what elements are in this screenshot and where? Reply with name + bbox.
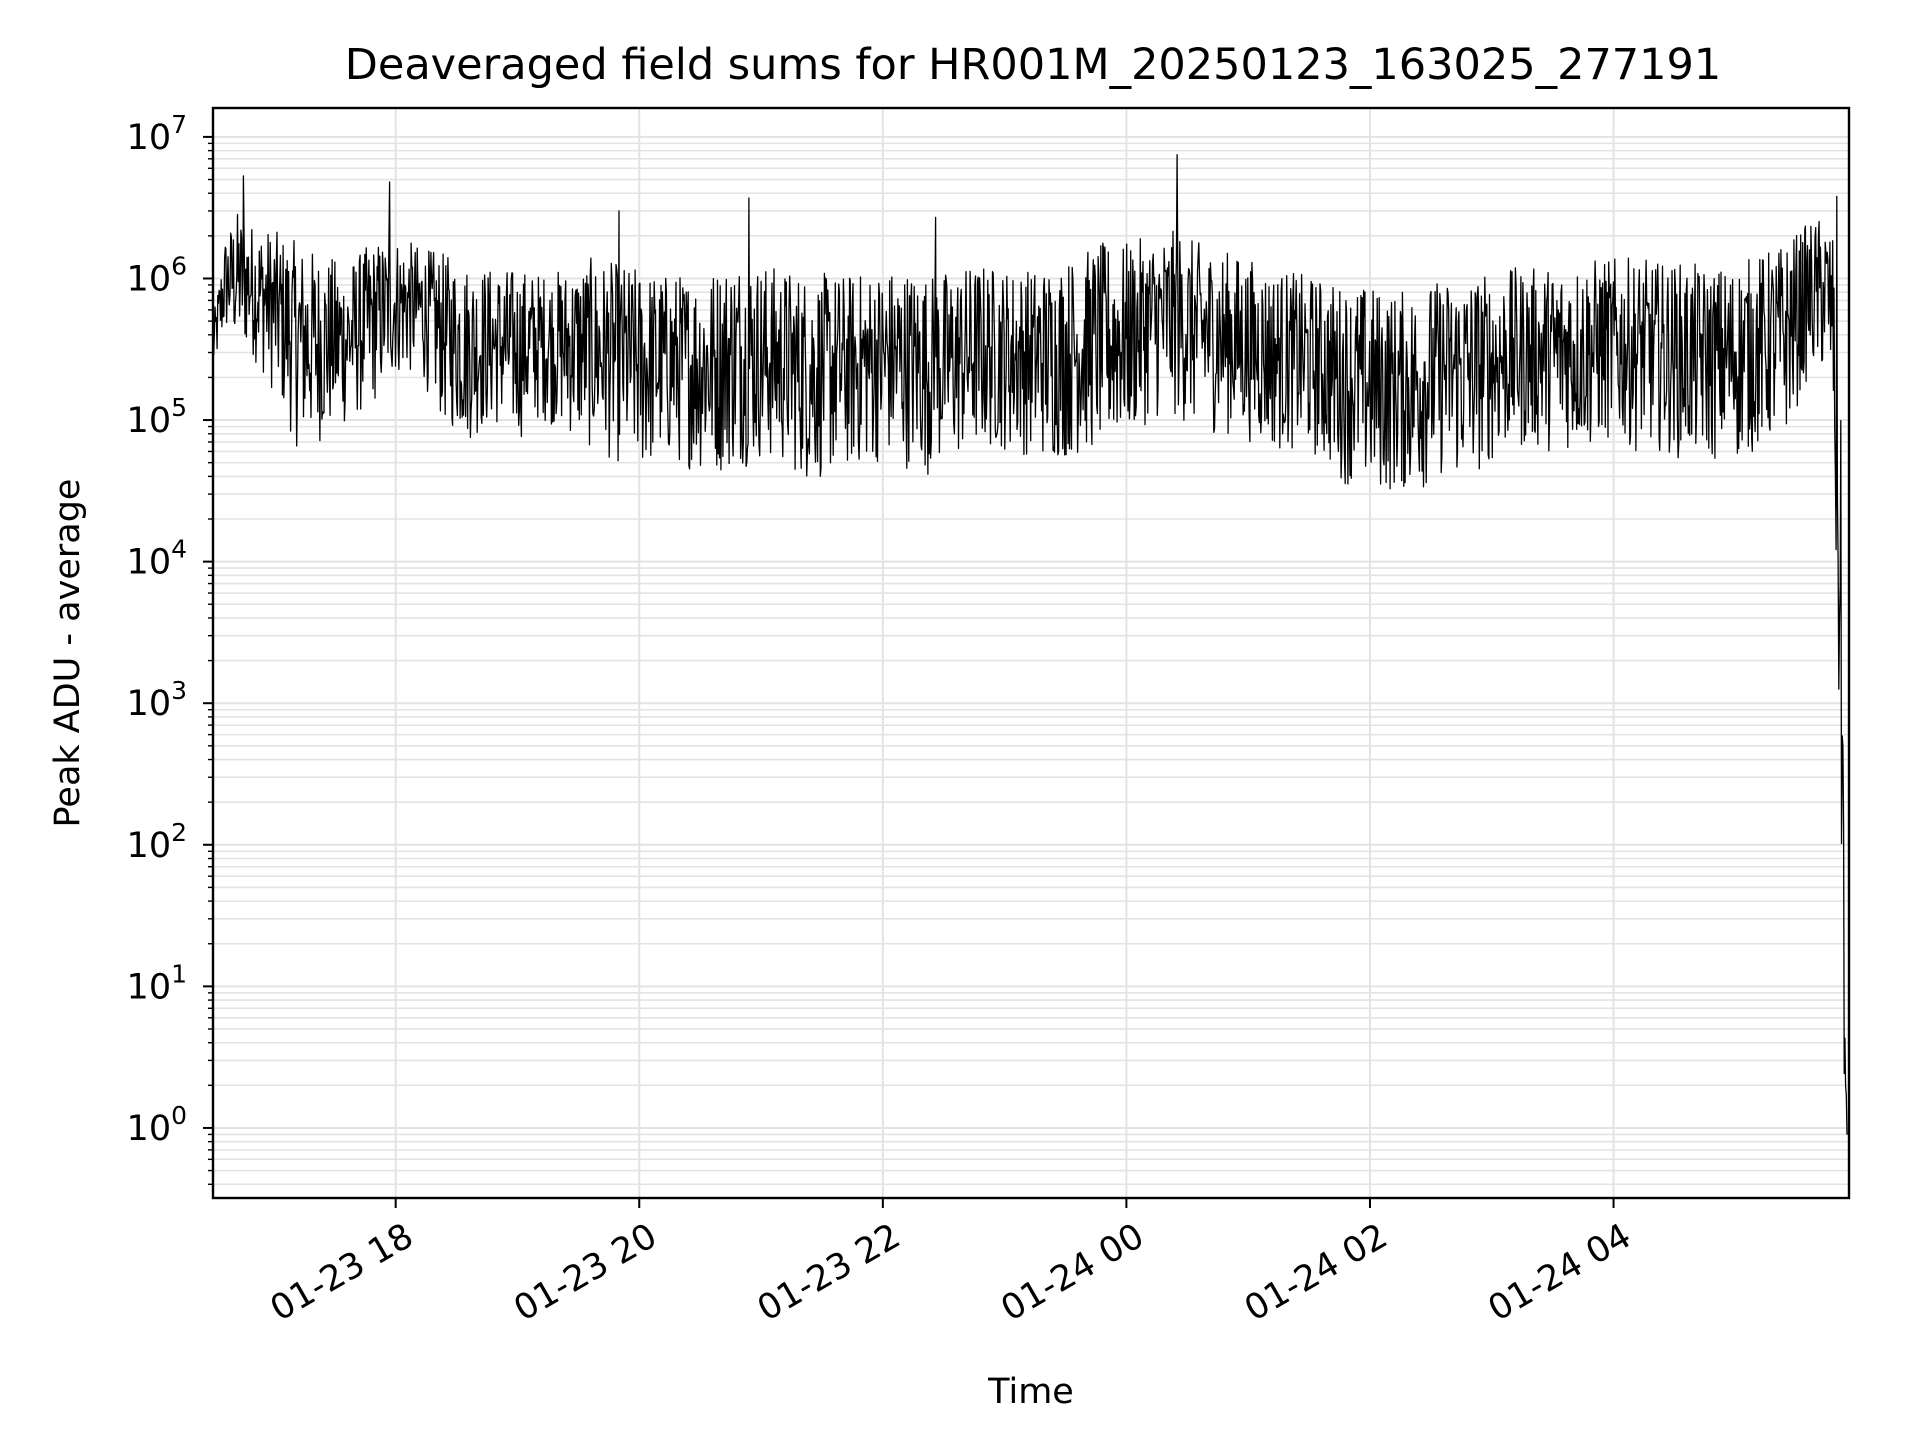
x-axis-label: Time [987, 1372, 1074, 1412]
plot-frame [211, 106, 1851, 1200]
y-tick-label: 104 [127, 535, 187, 583]
series-line [212, 153, 1848, 1135]
y-tick-label: 102 [127, 818, 187, 866]
chart-title: Deaveraged field sums for HR001M_2025012… [345, 40, 1721, 90]
y-tick-label: 100 [127, 1101, 187, 1149]
y-tick-label: 106 [127, 251, 187, 299]
y-tick-label: 101 [127, 959, 187, 1007]
y-axis-label: Peak ADU - average [48, 479, 88, 828]
data-series [212, 153, 1848, 1135]
y-tick-label: 107 [127, 110, 187, 158]
y-tick-label: 103 [127, 676, 187, 724]
y-tick-label: 105 [127, 393, 187, 441]
